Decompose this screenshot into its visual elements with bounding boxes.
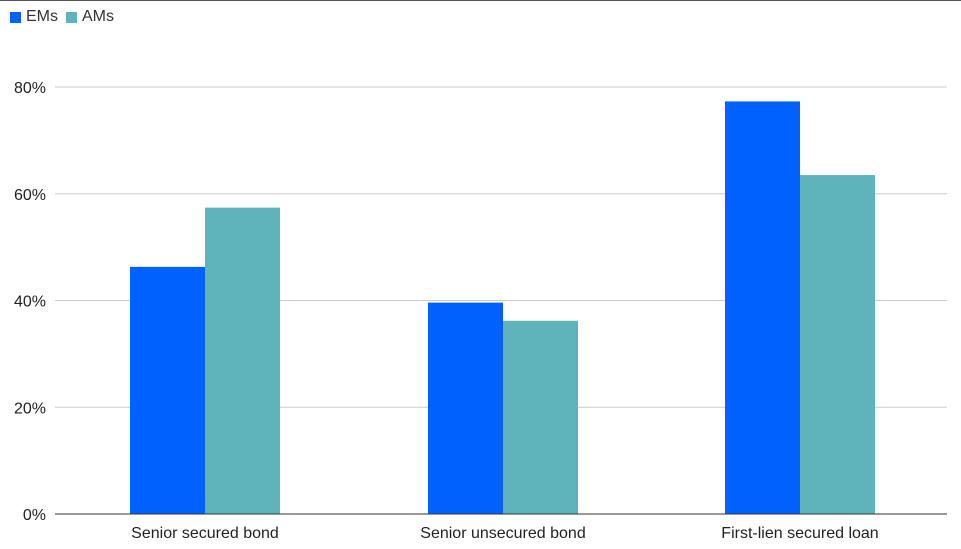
bar-ems	[130, 266, 205, 514]
y-tick-label: 0%	[23, 507, 46, 524]
legend-item-ems: EMs	[10, 8, 58, 26]
legend-swatch-ams	[66, 11, 77, 23]
bar-ems	[428, 302, 503, 514]
legend-label-ams: AMs	[82, 8, 114, 25]
bar-ams	[800, 175, 875, 514]
top-rule	[0, 0, 961, 1]
y-tick-label: 60%	[14, 187, 46, 204]
legend-item-ams: AMs	[66, 8, 114, 26]
y-tick-label: 80%	[14, 80, 46, 97]
y-tick-label: 20%	[14, 400, 46, 417]
legend-label-ems: EMs	[26, 8, 58, 25]
x-tick-label: Senior secured bond	[131, 525, 279, 542]
y-tick-label: 40%	[14, 294, 46, 311]
x-tick-label: Senior unsecured bond	[420, 525, 585, 542]
bar-ems	[725, 101, 800, 514]
bar-ams	[205, 207, 280, 514]
legend-swatch-ems	[10, 11, 21, 23]
x-tick-label: First-lien secured loan	[721, 525, 878, 542]
legend: EMs AMs	[10, 8, 122, 26]
bar-ams	[503, 320, 578, 514]
